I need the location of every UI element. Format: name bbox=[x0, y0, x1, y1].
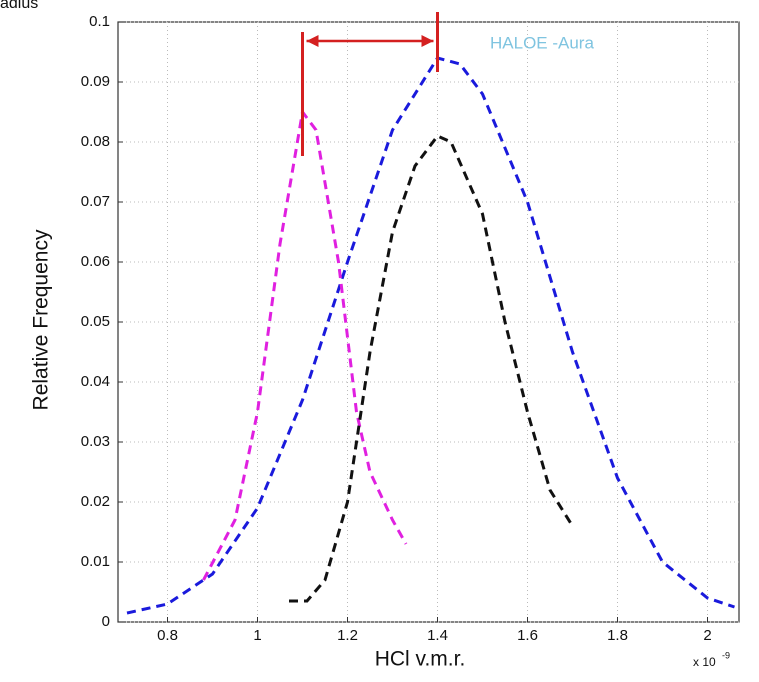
x-tick-label: 0.8 bbox=[157, 627, 178, 644]
annotation: HALOE -Aura bbox=[490, 33, 594, 52]
y-tick-label: 0.1 bbox=[89, 13, 110, 30]
cropped-text: adius bbox=[0, 0, 38, 12]
y-tick-label: 0 bbox=[102, 613, 110, 630]
y-tick-label: 0.02 bbox=[81, 493, 110, 510]
series-line bbox=[126, 56, 735, 615]
y-tick-label: 0.04 bbox=[81, 373, 110, 390]
x-tick-label: 1.6 bbox=[517, 627, 538, 644]
x-tick-label: 2 bbox=[703, 627, 711, 644]
x-tick-label: 1.2 bbox=[337, 627, 358, 644]
x-axis-label: HCl v.m.r. bbox=[375, 648, 466, 671]
x-tick-label: 1.4 bbox=[427, 627, 448, 644]
x-tick-label: 1.8 bbox=[607, 627, 628, 644]
y-tick-label: 0.08 bbox=[81, 133, 110, 150]
x-multiplier-exponent: -9 bbox=[722, 650, 730, 660]
series-line bbox=[289, 134, 574, 603]
y-axis-label: Relative Frequency bbox=[30, 229, 53, 410]
y-tick-label: 0.03 bbox=[81, 433, 110, 450]
x-tick-label: 1 bbox=[253, 627, 261, 644]
y-tick-label: 0.01 bbox=[81, 553, 110, 570]
x-multiplier: x 10 bbox=[693, 655, 716, 669]
y-tick-label: 0.05 bbox=[81, 313, 110, 330]
series-line bbox=[202, 108, 408, 581]
y-tick-label: 0.07 bbox=[81, 193, 110, 210]
y-tick-label: 0.06 bbox=[81, 253, 110, 270]
y-tick-label: 0.09 bbox=[81, 73, 110, 90]
